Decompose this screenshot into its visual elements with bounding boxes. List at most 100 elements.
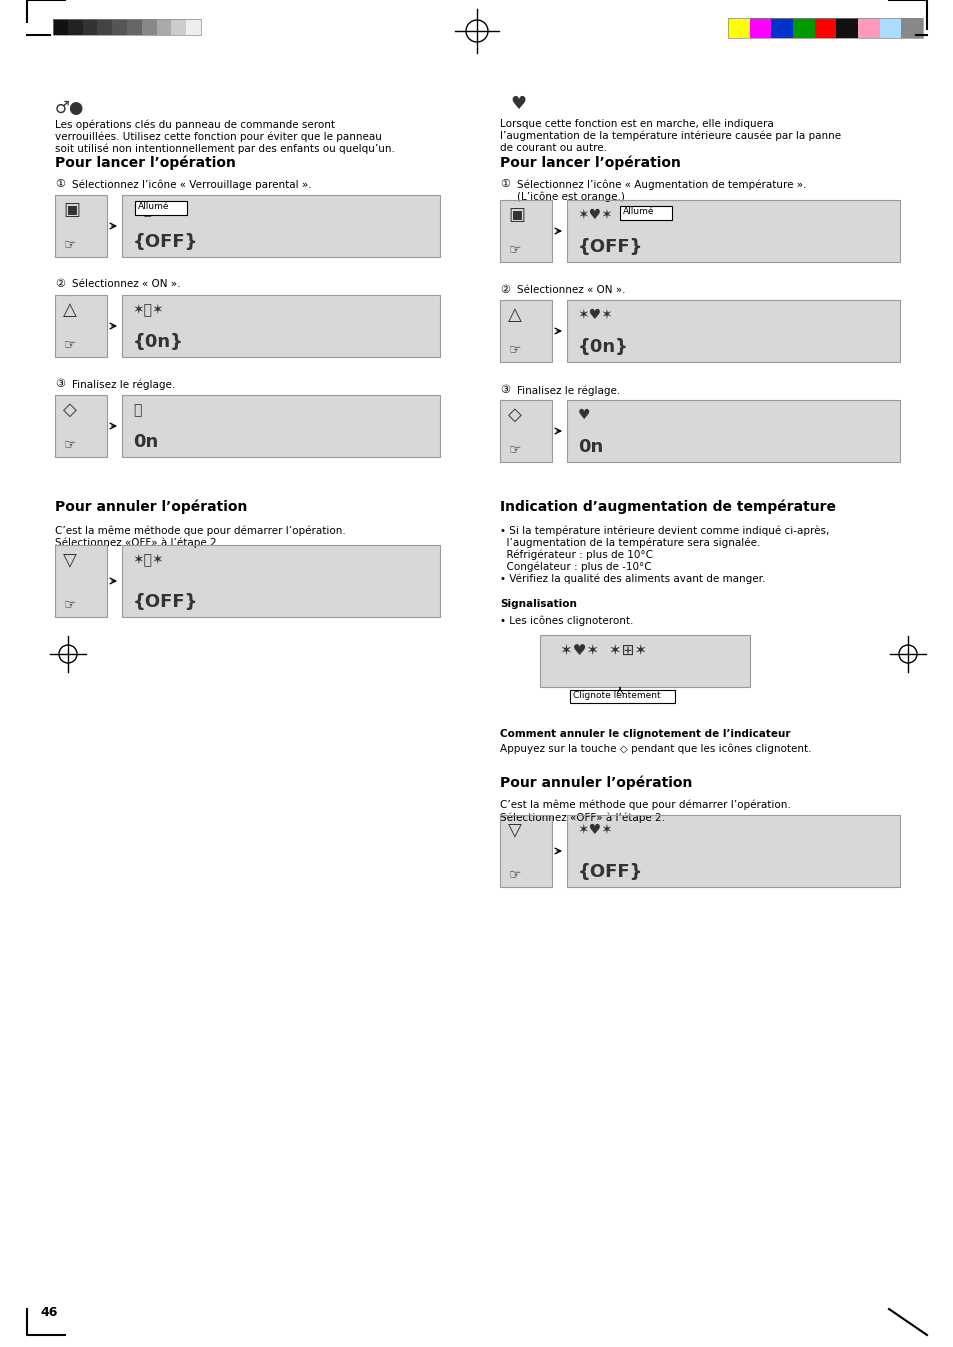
Text: ▽: ▽: [63, 551, 77, 568]
Text: {0n}: {0n}: [132, 333, 184, 352]
Text: C’est la même méthode que pour démarrer l’opération.
Sélectionnez «OFF» à l’étap: C’est la même méthode que pour démarrer …: [55, 525, 345, 548]
Text: ①: ①: [499, 179, 510, 189]
Text: • Si la température intérieure devient comme indiqué ci-après,
  l’augmentation : • Si la température intérieure devient c…: [499, 525, 828, 585]
Bar: [879, 18, 901, 38]
Text: Pour annuler l’opération: Pour annuler l’opération: [55, 498, 247, 513]
Bar: [836, 18, 857, 38]
Text: ✶♥✶: ✶♥✶: [578, 207, 613, 222]
Bar: [499, 400, 552, 462]
Bar: [55, 546, 107, 617]
Bar: [539, 634, 749, 687]
Bar: [122, 195, 439, 257]
Bar: [122, 195, 439, 257]
Bar: [727, 18, 923, 38]
Bar: [186, 19, 201, 35]
Text: 46: 46: [40, 1307, 57, 1319]
Text: 0n: 0n: [578, 438, 602, 457]
Bar: [55, 195, 107, 257]
Bar: [55, 195, 107, 257]
Text: ☞: ☞: [64, 337, 76, 352]
Text: ☞: ☞: [64, 597, 76, 612]
Text: ③: ③: [55, 379, 65, 389]
Text: {OFF}: {OFF}: [578, 238, 642, 256]
Text: ✶⚿✶: ✶⚿✶: [132, 303, 165, 317]
Text: Signalisation: Signalisation: [499, 599, 577, 609]
Bar: [142, 19, 156, 35]
Bar: [566, 199, 899, 263]
Text: ▽: ▽: [507, 822, 521, 839]
Text: ①: ①: [55, 179, 65, 189]
Bar: [97, 19, 112, 35]
Text: ✶⚿✶: ✶⚿✶: [132, 203, 165, 217]
Bar: [566, 300, 899, 362]
Bar: [127, 19, 142, 35]
Bar: [499, 300, 552, 362]
Bar: [566, 815, 899, 888]
Bar: [499, 400, 552, 462]
Text: Allumé: Allumé: [622, 207, 654, 216]
Bar: [499, 815, 552, 888]
Text: ✶♥✶  ✶⊞✶: ✶♥✶ ✶⊞✶: [559, 643, 646, 657]
Bar: [569, 690, 675, 703]
Text: ✶♥✶: ✶♥✶: [578, 823, 613, 836]
Bar: [135, 201, 187, 216]
Text: ☞: ☞: [509, 342, 521, 356]
Text: Pour lancer l’opération: Pour lancer l’opération: [55, 155, 235, 170]
Text: Lorsque cette fonction est en marche, elle indiquera
l’augmentation de la tempér: Lorsque cette fonction est en marche, el…: [499, 119, 841, 152]
Bar: [499, 199, 552, 263]
Bar: [771, 18, 792, 38]
Bar: [83, 19, 97, 35]
Bar: [55, 395, 107, 457]
Bar: [55, 395, 107, 457]
Text: Indication d’augmentation de température: Indication d’augmentation de température: [499, 498, 835, 513]
Bar: [68, 19, 83, 35]
Text: {0n}: {0n}: [578, 338, 628, 356]
Bar: [53, 19, 201, 35]
Text: ☞: ☞: [64, 237, 76, 251]
Bar: [122, 395, 439, 457]
Bar: [53, 19, 68, 35]
Bar: [857, 18, 879, 38]
Bar: [566, 400, 899, 462]
Text: Finalisez le réglage.: Finalisez le réglage.: [71, 379, 175, 389]
Text: ⚿: ⚿: [132, 403, 141, 418]
Bar: [122, 546, 439, 617]
Text: ♥: ♥: [578, 408, 590, 422]
Text: Comment annuler le clignotement de l’indicateur: Comment annuler le clignotement de l’ind…: [499, 729, 790, 740]
Text: Clignote lentement: Clignote lentement: [573, 691, 659, 700]
Bar: [499, 300, 552, 362]
Text: △: △: [63, 300, 77, 319]
Bar: [122, 295, 439, 357]
Text: ▣: ▣: [507, 206, 524, 224]
Bar: [499, 815, 552, 888]
Text: C’est la même méthode que pour démarrer l’opération.
Sélectionnez «OFF» à l’étap: C’est la même méthode que pour démarrer …: [499, 800, 790, 823]
Text: ☞: ☞: [64, 436, 76, 451]
Bar: [566, 400, 899, 462]
Bar: [55, 546, 107, 617]
Text: {OFF}: {OFF}: [132, 233, 198, 251]
Text: • Les icônes clignoteront.: • Les icônes clignoteront.: [499, 616, 633, 625]
Text: ◇: ◇: [507, 405, 521, 424]
Text: Les opérations clés du panneau de commande seront
verrouillées. Utilisez cette f: Les opérations clés du panneau de comman…: [55, 119, 395, 154]
Text: △: △: [507, 306, 521, 325]
Bar: [55, 295, 107, 357]
Bar: [499, 199, 552, 263]
Bar: [55, 295, 107, 357]
Bar: [566, 199, 899, 263]
Text: Sélectionnez l’icône « Verrouillage parental ».: Sélectionnez l’icône « Verrouillage pare…: [71, 179, 312, 190]
Bar: [122, 546, 439, 617]
Text: Sélectionnez « ON ».: Sélectionnez « ON ».: [517, 286, 625, 295]
Text: Sélectionnez l’icône « Augmentation de température ».
(L’icône est orange.): Sélectionnez l’icône « Augmentation de t…: [517, 179, 805, 202]
Text: ✶♥✶: ✶♥✶: [578, 308, 613, 322]
Text: ♥: ♥: [510, 96, 525, 113]
Bar: [619, 206, 671, 220]
Text: ♂●: ♂●: [55, 98, 84, 117]
Bar: [172, 19, 186, 35]
Bar: [792, 18, 814, 38]
Text: ②: ②: [55, 279, 65, 290]
Text: ☞: ☞: [509, 867, 521, 881]
Text: Pour annuler l’opération: Pour annuler l’opération: [499, 775, 692, 789]
Bar: [901, 18, 923, 38]
Bar: [814, 18, 836, 38]
Text: {OFF}: {OFF}: [578, 863, 642, 881]
